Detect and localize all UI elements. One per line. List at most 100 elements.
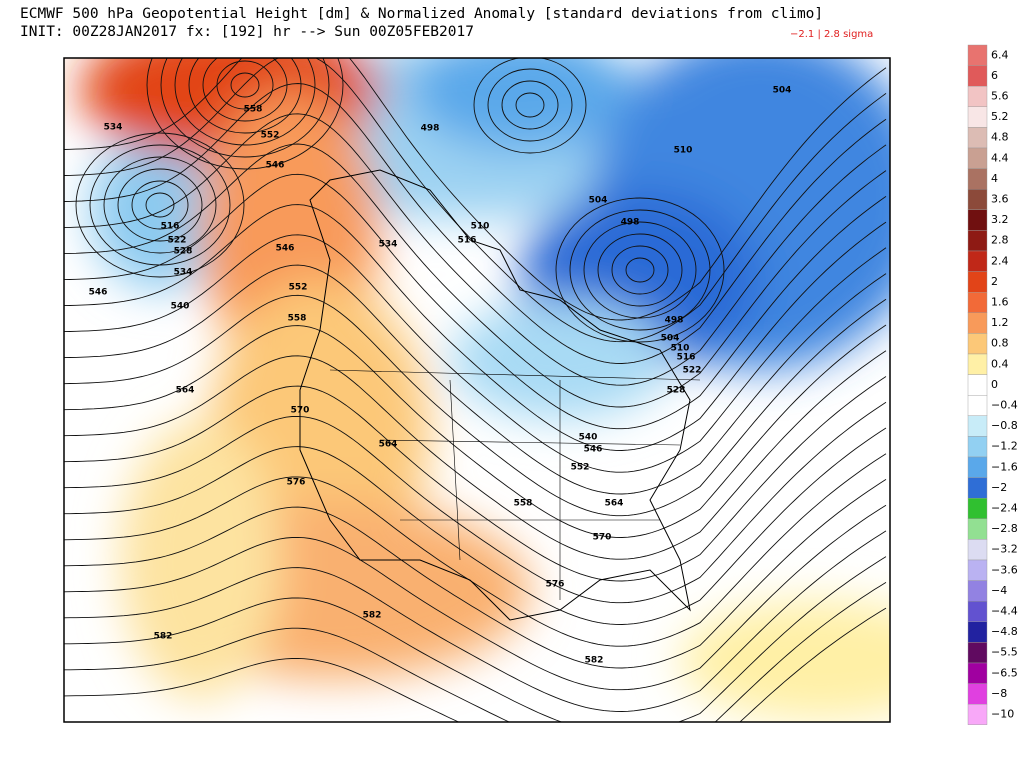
contour-label: 570 [593, 533, 612, 543]
contour [64, 324, 887, 538]
contour [64, 113, 887, 386]
contour-label: 534 [379, 240, 398, 250]
colorbar-swatch [967, 312, 988, 334]
contour [188, 58, 302, 134]
colorbar-swatch [967, 436, 988, 458]
colorbar-swatch [967, 662, 988, 684]
colorbar-label: 0 [991, 378, 998, 391]
colorbar-label: −2 [991, 481, 1007, 494]
colorbar-label: 2 [991, 275, 998, 288]
contour [64, 350, 887, 560]
contour [202, 58, 288, 122]
contour-label: 564 [176, 386, 195, 396]
contour-label: 534 [174, 268, 193, 278]
contour [64, 401, 887, 604]
contour-label: 552 [571, 463, 590, 473]
contour-label: 498 [665, 316, 684, 326]
colorbar-swatch [967, 353, 988, 375]
colorbar-label: −4.4 [991, 605, 1018, 618]
colorbar-swatch [967, 518, 988, 540]
colorbar-swatch [967, 85, 988, 107]
colorbar: 6.4 6 5.6 5.2 4.8 4.4 4 3.6 3.2 2.8 2.4 2 1.6 1.2 0.8 0… [967, 44, 1018, 726]
contour [569, 209, 711, 331]
contour-label: 510 [671, 344, 690, 354]
colorbar-label: 5.2 [991, 110, 1009, 123]
contour-label: 576 [287, 478, 306, 488]
colorbar-swatch [967, 168, 988, 190]
colorbar-swatch [967, 456, 988, 478]
colorbar-label: −0.4 [991, 399, 1018, 412]
contour [131, 180, 189, 230]
contour [64, 453, 887, 647]
contour-labels: 5345585525465165225285345465405465525585… [89, 86, 792, 666]
contour [64, 504, 887, 691]
colorbar-label: 2.8 [991, 234, 1009, 247]
contour-label: 504 [589, 196, 608, 206]
contour [515, 92, 545, 118]
coastline [299, 169, 691, 621]
contour [117, 168, 203, 242]
contour [64, 582, 887, 722]
contour [103, 156, 217, 254]
colorbar-label: −4 [991, 584, 1007, 597]
contour-label: 558 [244, 105, 263, 115]
map-frame [63, 57, 891, 723]
colorbar-swatch [967, 106, 988, 128]
contour [473, 58, 587, 154]
colorbar-label: 3.2 [991, 213, 1009, 226]
subtitle: INIT: 00Z28JAN2017 fx: [192] hr --> Sun … [20, 24, 474, 40]
contour [89, 144, 231, 266]
contour [64, 204, 887, 451]
contour [230, 72, 260, 98]
colorbar-label: −3.2 [991, 543, 1018, 556]
colorbar-label: 4 [991, 172, 998, 185]
colorbar-swatch [967, 704, 988, 726]
contour-label: 534 [104, 123, 123, 133]
colorbar-swatch [967, 559, 988, 581]
colorbar-swatch [967, 271, 988, 293]
contour-label: 552 [289, 283, 308, 293]
contour [597, 233, 683, 307]
contour-label: 504 [661, 334, 680, 344]
contour [64, 607, 887, 722]
colorbar-swatch [967, 127, 988, 149]
contour-label: 558 [514, 499, 533, 509]
colorbar-swatch [967, 230, 988, 252]
contour [501, 80, 559, 130]
contour [64, 173, 887, 430]
contour-label: 522 [168, 236, 187, 246]
colorbar-swatch [967, 65, 988, 87]
borders [329, 369, 701, 600]
contour [64, 294, 887, 517]
contour-label: 528 [174, 247, 193, 257]
colorbar-label: 6.4 [991, 48, 1009, 61]
contour [487, 68, 573, 142]
contour [64, 58, 887, 321]
contour [64, 58, 887, 343]
contour [145, 192, 175, 218]
contour-label: 516 [161, 222, 180, 232]
contour [146, 58, 344, 170]
contour [160, 58, 330, 158]
contour [555, 197, 725, 343]
contour-label: 576 [546, 580, 565, 590]
colorbar-swatch [967, 683, 988, 705]
contour [216, 60, 274, 110]
colorbar-label: 1.6 [991, 296, 1009, 309]
colorbar-label: −1.6 [991, 460, 1018, 473]
contour-label: 546 [276, 244, 295, 254]
colorbar-swatch [967, 580, 988, 602]
colorbar-label: −6.5 [991, 666, 1018, 679]
contour-label: 528 [667, 386, 686, 396]
colorbar-label: 6 [991, 69, 998, 82]
colorbar-label: −0.8 [991, 419, 1018, 432]
colorbar-swatch [967, 642, 988, 664]
colorbar-swatch [967, 250, 988, 272]
contour-label: 582 [585, 656, 604, 666]
colorbar-swatch [967, 374, 988, 396]
contour-label: 498 [621, 218, 640, 228]
colorbar-swatch [967, 147, 988, 169]
contour [583, 221, 697, 319]
colorbar-swatch [967, 601, 988, 623]
